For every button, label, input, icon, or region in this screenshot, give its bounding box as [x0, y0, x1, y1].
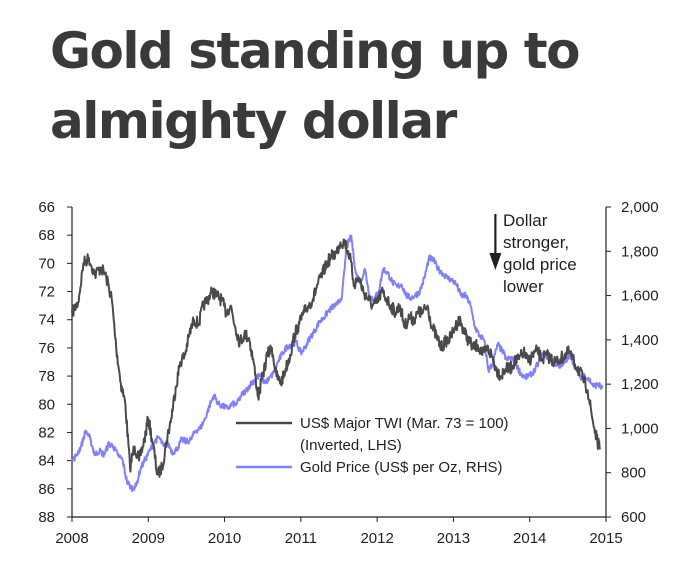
legend-label: (Inverted, LHS) — [300, 437, 402, 454]
right-tick-label: 1,400 — [621, 332, 659, 349]
series-line-0 — [71, 238, 601, 478]
left-tick-label: 76 — [38, 340, 55, 357]
right-tick-label: 1,800 — [621, 243, 659, 260]
right-tick-label: 1,600 — [621, 288, 659, 305]
x-tick-label: 2011 — [285, 530, 317, 547]
annotation-text-line: stronger, — [503, 233, 569, 252]
left-tick-label: 88 — [38, 509, 55, 526]
legend-label: US$ Major TWI (Mar. 73 = 100) — [300, 415, 509, 432]
left-tick-label: 74 — [38, 312, 55, 329]
title-line-1: Gold standing up to — [50, 22, 581, 80]
annotation-text-line: lower — [503, 277, 544, 296]
annotation-text-line: gold price — [503, 255, 577, 274]
annotation-text-line: Dollar — [503, 211, 548, 230]
x-tick-label: 2013 — [437, 530, 470, 547]
right-tick-label: 2,000 — [621, 199, 659, 216]
left-tick-label: 78 — [38, 368, 55, 385]
left-tick-label: 68 — [38, 227, 55, 244]
x-tick-label: 2012 — [360, 530, 393, 547]
chart-title: Gold standing up to almighty dollar — [50, 16, 690, 156]
right-tick-label: 1,000 — [621, 420, 659, 437]
left-tick-label: 86 — [38, 481, 55, 498]
left-tick-label: 82 — [38, 424, 55, 441]
legend-box — [232, 418, 557, 488]
legend-label: Gold Price (US$ per Oz, RHS) — [300, 459, 503, 476]
left-tick-label: 84 — [38, 453, 55, 470]
right-tick-label: 1,200 — [621, 376, 659, 393]
x-tick-label: 2009 — [132, 530, 165, 547]
x-tick-label: 2008 — [55, 530, 88, 547]
annotation-arrow-head — [489, 253, 502, 270]
right-tick-label: 800 — [621, 465, 646, 482]
left-tick-label: 80 — [38, 396, 55, 413]
x-tick-label: 2014 — [513, 530, 546, 547]
left-tick-label: 66 — [38, 199, 55, 216]
left-tick-label: 72 — [38, 284, 55, 301]
x-tick-label: 2010 — [208, 530, 241, 547]
right-tick-label: 600 — [621, 509, 646, 526]
left-tick-label: 70 — [38, 255, 55, 272]
title-line-2: almighty dollar — [50, 92, 457, 150]
x-tick-label: 2015 — [589, 530, 622, 547]
